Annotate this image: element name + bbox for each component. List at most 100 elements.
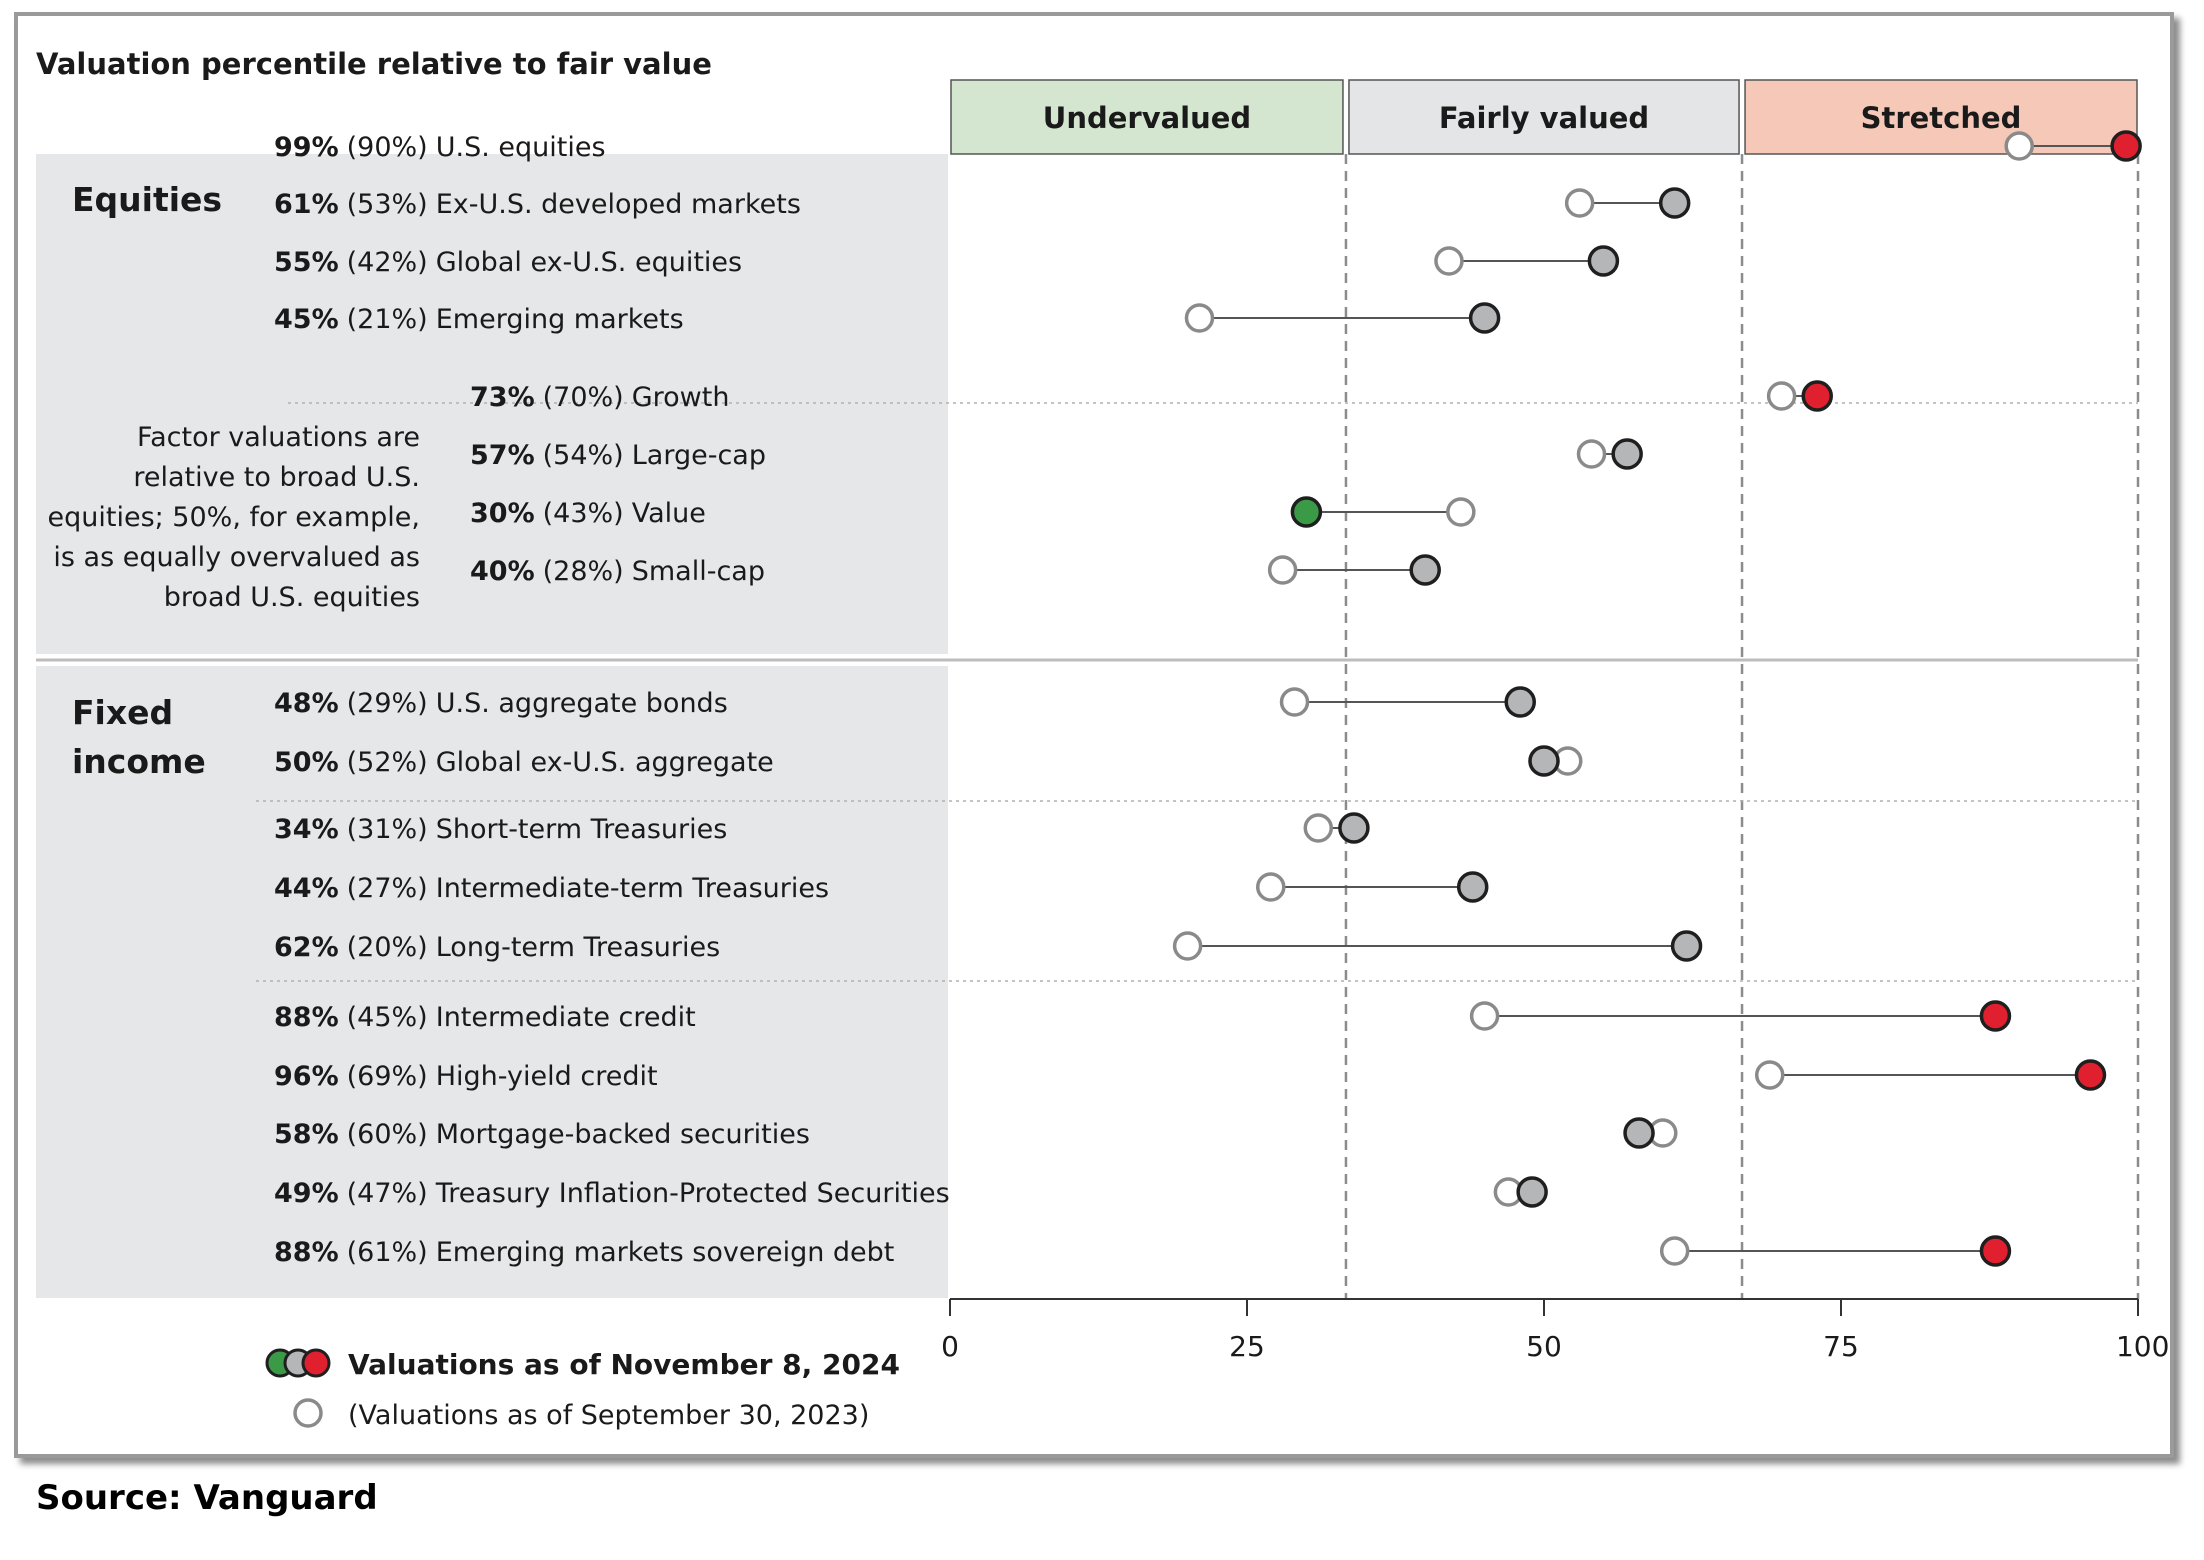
group-label-fixed-income: Fixed — [72, 693, 173, 732]
row-current-pct: 30% — [470, 498, 535, 529]
current-valuation-dot — [1516, 1176, 1548, 1208]
row-label: 73% (70%) Growth — [470, 382, 729, 413]
prior-valuation-dot — [1766, 381, 1797, 411]
row-current-pct: 88% — [274, 1002, 339, 1033]
group-label-fixed-income: income — [72, 742, 206, 781]
prior-valuation-dot — [1434, 246, 1464, 276]
factor-note-line: broad U.S. equities — [164, 582, 420, 613]
row-label: 50% (52%) Global ex-U.S. aggregate — [274, 747, 774, 778]
row-label: 48% (29%) U.S. aggregate bonds — [274, 688, 728, 719]
prior-valuation-dot — [1303, 813, 1334, 843]
row-current-pct: 34% — [274, 814, 339, 845]
row-label: 40% (28%) Small-cap — [470, 556, 765, 587]
row-name: Small-cap — [632, 556, 765, 587]
row-name: Emerging markets — [436, 304, 684, 335]
row-label: 99% (90%) U.S. equities — [274, 132, 606, 163]
zone-label: Fairly valued — [1439, 101, 1649, 135]
current-valuation-dot — [1456, 871, 1489, 903]
row-prior-pct: (60%) — [347, 1119, 428, 1150]
row-prior-pct: (43%) — [543, 498, 624, 529]
row-current-pct: 55% — [274, 247, 339, 278]
row-prior-pct: (42%) — [347, 247, 428, 278]
chart-title: Valuation percentile relative to fair va… — [36, 47, 712, 81]
prior-valuation-dot — [1754, 1060, 1785, 1090]
row-current-pct: 99% — [274, 132, 339, 163]
row-prior-pct: (52%) — [347, 747, 428, 778]
prior-valuation-dot — [1184, 303, 1215, 333]
x-tick-label: 100% — [2116, 1330, 2170, 1363]
row-name: Large-cap — [632, 440, 766, 471]
current-valuation-dot — [1670, 930, 1703, 962]
current-valuation-dot — [1623, 1117, 1655, 1149]
zone-header-fairly-valued — [1348, 79, 1740, 155]
row-name: Ex-U.S. developed markets — [436, 189, 801, 220]
current-valuation-dot — [1801, 380, 1833, 412]
row-prior-pct: (20%) — [347, 932, 428, 963]
row-current-pct: 44% — [274, 873, 339, 904]
zone-header-stretched — [1744, 79, 2138, 155]
row-name: Global ex-U.S. aggregate — [436, 747, 774, 778]
row-prior-pct: (31%) — [347, 814, 428, 845]
row-current-pct: 96% — [274, 1061, 339, 1092]
row-prior-pct: (21%) — [347, 304, 428, 335]
row-label: 30% (43%) Value — [470, 498, 706, 529]
row-name: Short-term Treasuries — [436, 814, 728, 845]
row-prior-pct: (47%) — [347, 1178, 428, 1209]
row-name: Long-term Treasuries — [436, 932, 720, 963]
prior-valuation-dot — [2004, 131, 2034, 161]
row-current-pct: 61% — [274, 189, 339, 220]
row-label: 58% (60%) Mortgage-backed securities — [274, 1119, 810, 1150]
row-label: 45% (21%) Emerging markets — [274, 304, 684, 335]
prior-valuation-dot — [1576, 439, 1607, 469]
row-name: Mortgage-backed securities — [436, 1119, 810, 1150]
equities-panel — [36, 154, 948, 654]
x-tick-label: 0 — [941, 1330, 959, 1363]
prior-valuation-dot — [1172, 931, 1203, 961]
row-label: 49% (47%) Treasury Inflation-Protected Sec… — [274, 1178, 950, 1209]
row-prior-pct: (28%) — [543, 556, 624, 587]
current-valuation-dot — [1409, 554, 1441, 586]
factor-note-line: is as equally overvalued as — [53, 542, 420, 573]
row-prior-pct: (53%) — [347, 189, 428, 220]
row-name: Growth — [632, 382, 730, 413]
x-tick-label: 50 — [1526, 1330, 1562, 1363]
legend-red-dot — [301, 1348, 331, 1378]
row-prior-pct: (29%) — [347, 688, 428, 719]
row-label: 88% (45%) Intermediate credit — [274, 1002, 696, 1033]
row-prior-pct: (69%) — [347, 1061, 428, 1092]
row-prior-pct: (70%) — [543, 382, 624, 413]
factor-note-line: relative to broad U.S. — [133, 462, 420, 493]
row-name: U.S. aggregate bonds — [436, 688, 728, 719]
row-name: Treasury Inflation-Protected Securities — [435, 1178, 950, 1209]
zone-label: Stretched — [1861, 101, 2022, 135]
row-name: U.S. equities — [436, 132, 606, 163]
factor-note-line: equities; 50%, for example, — [48, 502, 421, 533]
current-valuation-dot — [1468, 302, 1501, 334]
row-name: Emerging markets sovereign debt — [436, 1237, 895, 1268]
row-current-pct: 88% — [274, 1237, 339, 1268]
x-tick-label: 25 — [1229, 1330, 1265, 1363]
row-current-pct: 62% — [274, 932, 339, 963]
source-note: Source: Vanguard — [36, 1478, 378, 1518]
row-label: 55% (42%) Global ex-U.S. equities — [274, 247, 742, 278]
prior-valuation-dot — [1279, 687, 1310, 717]
current-valuation-dot — [2074, 1059, 2107, 1091]
x-tick-label: 75 — [1823, 1330, 1859, 1363]
row-current-pct: 50% — [274, 747, 339, 778]
valuation-chart: Valuation percentile relative to fair va… — [36, 47, 2170, 1431]
row-current-pct: 45% — [274, 304, 339, 335]
current-valuation-dot — [1528, 745, 1560, 777]
row-label: 96% (69%) High-yield credit — [274, 1061, 658, 1092]
row-current-pct: 58% — [274, 1119, 339, 1150]
current-valuation-dot — [2110, 130, 2142, 162]
legend-prior-label: (Valuations as of September 30, 2023) — [348, 1400, 869, 1431]
prior-valuation-dot — [1256, 872, 1286, 902]
row-label: 88% (61%) Emerging markets sovereign debt — [274, 1237, 894, 1268]
row-current-pct: 48% — [274, 688, 339, 719]
row-name: Global ex-U.S. equities — [436, 247, 742, 278]
row-label: 61% (53%) Ex-U.S. developed markets — [274, 189, 801, 220]
factor-note-line: Factor valuations are — [137, 422, 420, 453]
row-prior-pct: (61%) — [347, 1237, 428, 1268]
row-name: High-yield credit — [436, 1061, 658, 1092]
current-valuation-dot — [1587, 245, 1620, 277]
